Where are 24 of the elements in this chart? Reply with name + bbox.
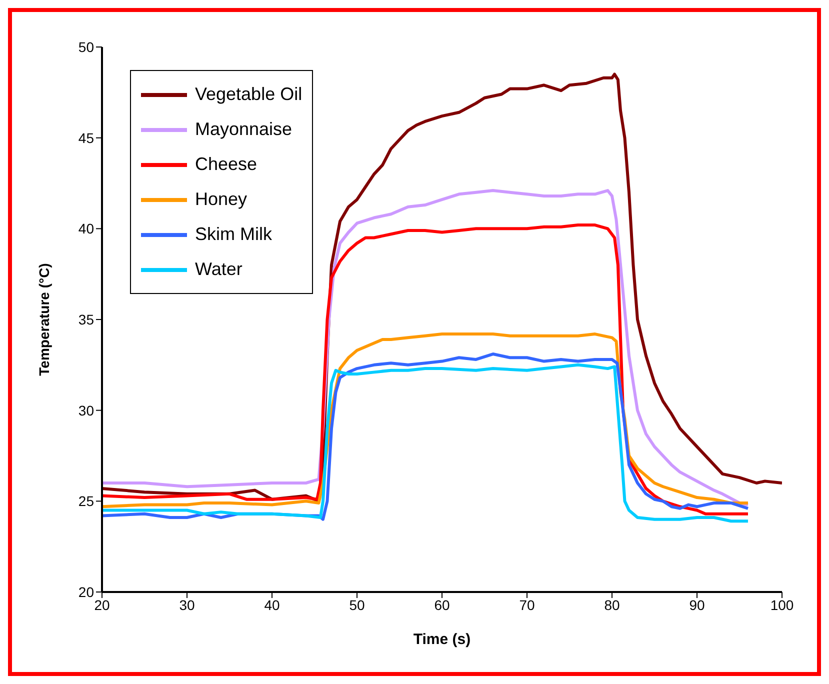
y-tick-label: 50	[78, 38, 94, 55]
legend-label: Skim Milk	[195, 224, 272, 245]
y-tick-label: 30	[78, 402, 94, 418]
legend-label: Cheese	[195, 154, 258, 175]
x-tick-label: 20	[94, 596, 110, 613]
y-tick-label: 45	[78, 130, 94, 146]
x-axis-title: Time (s)	[413, 631, 471, 648]
y-axis-title: Temperature (°C)	[36, 263, 52, 376]
x-tick-label: 50	[349, 596, 365, 613]
x-tick-label: 60	[434, 596, 450, 613]
legend-label: Vegetable Oil	[195, 84, 302, 105]
y-tick-label: 35	[78, 311, 94, 328]
x-tick-label: 30	[179, 596, 195, 613]
y-tick-label: 25	[78, 493, 94, 510]
legend-label: Water	[195, 259, 242, 280]
x-tick-label: 80	[604, 596, 620, 613]
x-tick-label: 100	[770, 596, 794, 613]
legend-label: Mayonnaise	[195, 119, 292, 140]
y-tick-label: 40	[78, 220, 94, 237]
x-tick-label: 70	[519, 596, 535, 613]
x-tick-label: 40	[264, 596, 280, 613]
y-tick-label: 20	[78, 584, 94, 600]
x-tick-label: 90	[689, 596, 705, 613]
legend-label: Honey	[195, 189, 248, 210]
